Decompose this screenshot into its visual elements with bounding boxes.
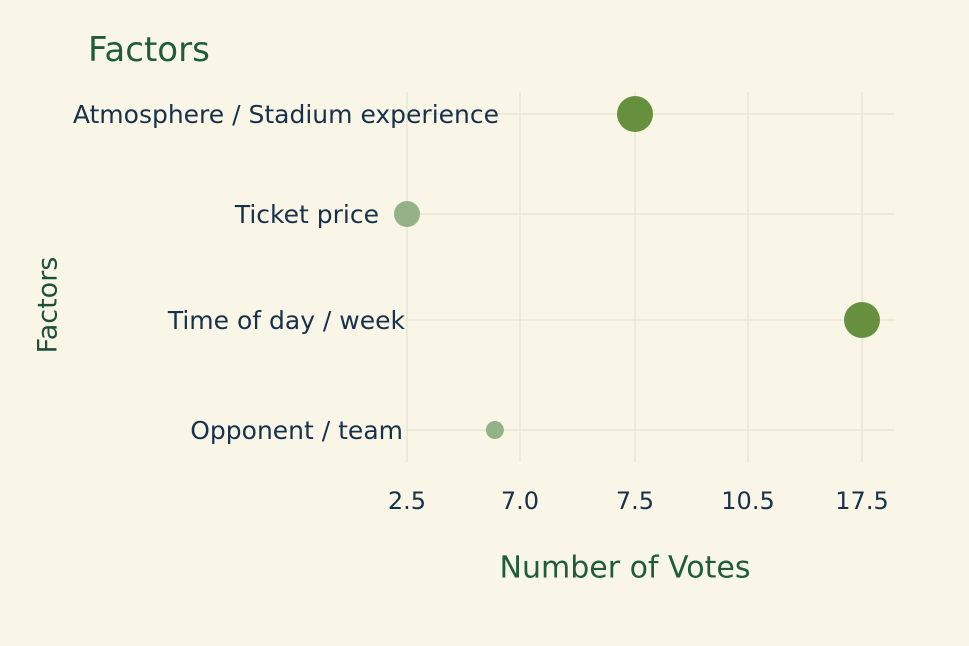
x-tick-label: 7.5 [616,487,654,515]
x-tick-label: 17.5 [835,487,888,515]
data-point [394,201,420,227]
chart-title: Factors [88,30,210,70]
data-point [617,96,653,132]
category-label: Opponent / team [190,416,403,445]
x-tick-label: 7.0 [501,487,539,515]
category-label: Atmosphere / Stadium experience [73,100,499,129]
data-point [844,302,880,338]
data-point [485,421,504,439]
x-axis-label: Number of Votes [499,550,751,586]
category-label: Ticket price [234,200,379,229]
x-tick-label: 2.5 [388,487,426,515]
category-label: Time of day / week [167,306,406,335]
x-tick-label: 10.5 [721,487,774,515]
